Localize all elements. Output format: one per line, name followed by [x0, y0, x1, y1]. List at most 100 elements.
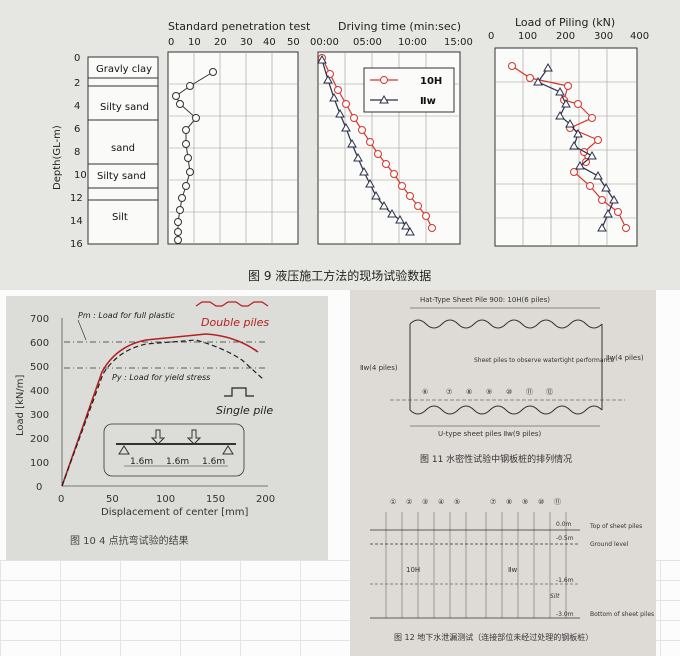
svg-text:0: 0 [58, 494, 64, 505]
driving-legend: 10H Ⅱw [363, 67, 455, 113]
svg-text:⑤: ⑤ [454, 498, 460, 506]
svg-text:-1.6m: -1.6m [556, 577, 574, 584]
svg-text:600: 600 [30, 338, 49, 349]
svg-text:⑪: ⑪ [526, 388, 533, 396]
f11-note: Sheet piles to observe watertight perfor… [474, 357, 615, 364]
f10-xlabel: Displacement of center [mm] [101, 507, 248, 518]
svg-text:300: 300 [30, 410, 49, 421]
svg-text:100: 100 [518, 31, 537, 42]
double-label: Double piles [201, 316, 269, 329]
depth-ticks: 0 2 4 6 8 10 12 14 16 [70, 53, 87, 250]
load-ticks: 0 100 200 300 400 [488, 31, 649, 42]
figure-9: Standard penetration test Driving time (… [0, 0, 680, 290]
figure-12: ① ② ③ ④ ⑤ ⑦ ⑧ ⑨ ⑩ ⑪ [370, 498, 654, 642]
legend-iiw: Ⅱw [420, 96, 436, 107]
f11-left-label: Ⅱw(4 piles) [360, 364, 398, 372]
svg-text:⑩: ⑩ [538, 498, 544, 506]
spt-ticks: 0 10 20 30 40 50 [168, 37, 300, 48]
load-title: Load of Piling (kN) [515, 16, 615, 29]
svg-text:50: 50 [287, 37, 300, 48]
svg-text:16: 16 [70, 239, 83, 250]
svg-text:20: 20 [214, 37, 227, 48]
py-label: Py : Load for yield stress [112, 373, 210, 382]
figure-10-svg: 0 100 200 300 400 500 600 700 0 50 100 1… [15, 301, 275, 547]
svg-text:700: 700 [30, 314, 49, 325]
svg-text:100: 100 [156, 494, 175, 505]
figure-10: 0 100 200 300 400 500 600 700 0 50 100 1… [6, 296, 328, 560]
svg-text:⑩: ⑩ [506, 388, 512, 396]
single-label: Single pile [216, 404, 273, 417]
svg-text:12: 12 [70, 193, 83, 204]
svg-text:300: 300 [594, 31, 613, 42]
svg-text:0: 0 [488, 31, 494, 42]
svg-text:10:00: 10:00 [398, 37, 427, 48]
f11-top-label: Hat-Type Sheet Pile 900: 10H(6 piles) [420, 296, 550, 304]
svg-text:⑦: ⑦ [490, 498, 496, 506]
svg-text:1.6m: 1.6m [202, 457, 225, 467]
load-panel [494, 47, 638, 247]
svg-text:15:00: 15:00 [444, 37, 473, 48]
svg-text:⑦: ⑦ [446, 388, 452, 396]
svg-text:14: 14 [70, 216, 83, 227]
svg-text:6: 6 [74, 124, 80, 135]
f11-pile-numbers: ⑥ ⑦ ⑧ ⑨ ⑩ ⑪ ⑫ [422, 388, 553, 396]
svg-text:200: 200 [30, 434, 49, 445]
double-pile-curve [61, 333, 259, 487]
svg-text:8: 8 [74, 147, 80, 158]
svg-text:Silty sand: Silty sand [97, 171, 146, 182]
svg-text:50: 50 [106, 494, 119, 505]
single-pile-icon [224, 387, 254, 397]
f11-right-label: Ⅱw(4 piles) [606, 354, 644, 362]
figure-10-caption: 图 10 4 点抗弯试验的结果 [70, 534, 189, 547]
svg-text:0: 0 [74, 53, 80, 64]
svg-text:4: 4 [74, 101, 80, 112]
svg-text:30: 30 [240, 37, 253, 48]
svg-text:Ⅱw: Ⅱw [508, 566, 517, 574]
svg-text:⑪: ⑪ [554, 498, 561, 506]
figure-11-12: Hat-Type Sheet Pile 900: 10H(6 piles) Ⅱw… [350, 290, 656, 656]
svg-text:-0.5m: -0.5m [556, 535, 574, 542]
single-pile-curve [61, 339, 265, 487]
svg-text:Ground level: Ground level [590, 541, 629, 548]
svg-text:③: ③ [422, 498, 428, 506]
spt-title: Standard penetration test [168, 20, 311, 33]
svg-text:Silty sand: Silty sand [100, 102, 149, 113]
figure-11-caption: 图 11 水密性试验中钢板桩的排列情况 [420, 453, 572, 465]
svg-text:⑥: ⑥ [422, 388, 428, 396]
svg-text:sand: sand [111, 143, 135, 154]
svg-text:Top of sheet piles: Top of sheet piles [589, 523, 642, 530]
svg-text:-3.0m: -3.0m [556, 611, 574, 618]
driving-panel: 10H Ⅱw [317, 51, 461, 245]
svg-text:⑨: ⑨ [522, 498, 528, 506]
svg-text:⑧: ⑧ [506, 498, 512, 506]
svg-text:05:00: 05:00 [353, 37, 382, 48]
svg-text:Silt: Silt [112, 212, 128, 223]
svg-text:00:00: 00:00 [310, 37, 339, 48]
f11-bottom-label: U-type sheet piles Ⅱw(9 piles) [438, 430, 542, 438]
svg-text:150: 150 [206, 494, 225, 505]
svg-text:10: 10 [188, 37, 201, 48]
svg-text:100: 100 [30, 458, 49, 469]
f10-ylabel: Load [kN/m] [15, 375, 26, 436]
legend-10h: 10H [420, 76, 442, 87]
svg-text:⑨: ⑨ [486, 388, 492, 396]
figure-11-svg: Hat-Type Sheet Pile 900: 10H(6 piles) Ⅱw… [360, 296, 654, 642]
svg-text:1.6m: 1.6m [166, 457, 189, 467]
svg-text:10: 10 [74, 170, 87, 181]
depth-axis-label: Depth(GL-m) [52, 125, 63, 190]
svg-text:0.0m: 0.0m [556, 521, 572, 528]
svg-text:500: 500 [30, 362, 49, 373]
svg-text:②: ② [406, 498, 412, 506]
svg-text:200: 200 [556, 31, 575, 42]
figure-12-caption: 图 12 地下水泄漏测试（连接部位未经过处理的钢板桩） [394, 632, 593, 642]
f10-xticks: 0 50 100 150 200 [58, 494, 275, 505]
svg-text:1.6m: 1.6m [130, 457, 153, 467]
svg-text:0: 0 [168, 37, 174, 48]
sheet-pile-enclosure [390, 319, 625, 415]
svg-text:Bottom of sheet piles: Bottom of sheet piles [590, 611, 654, 618]
svg-text:200: 200 [256, 494, 275, 505]
svg-text:400: 400 [630, 31, 649, 42]
driving-ticks: 00:00 05:00 10:00 15:00 [310, 37, 473, 48]
loading-diagram: 1.6m 1.6m 1.6m [103, 423, 245, 477]
soil-column [87, 56, 159, 245]
